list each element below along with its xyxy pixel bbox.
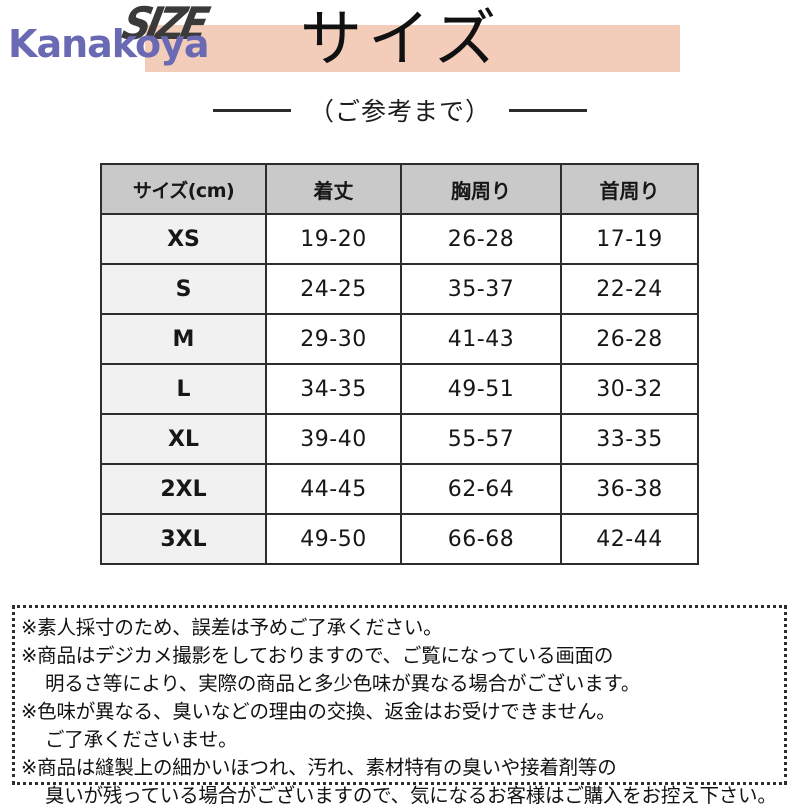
- column-header-chest: 胸周り: [400, 163, 562, 215]
- page-header: SIZE Kanakoya サイズ （ご参考まで）: [0, 0, 800, 135]
- length-cell: 49-50: [265, 513, 402, 565]
- note-line: ※商品はデジカメ撮影をしておりますので、ご覧になっている画面の: [21, 644, 614, 667]
- subtitle-text: （ご参考まで）: [308, 97, 491, 126]
- chest-cell: 26-28: [400, 213, 562, 265]
- neck-cell: 30-32: [560, 363, 699, 415]
- size-cell: L: [100, 363, 267, 415]
- neck-cell: 22-24: [560, 263, 699, 315]
- size-cell: M: [100, 313, 267, 365]
- note-line: ご了承くださいませ。: [45, 728, 238, 751]
- note-line: 臭いが残っている場合がございますので、気になるお客様はご購入をお控え下さい。: [45, 784, 777, 807]
- size-cell: S: [100, 263, 267, 315]
- size-cell: XL: [100, 413, 267, 465]
- size-table-container: サイズ(cm) 着丈 胸周り 首周り XS 19-20 26-28 17-19 S 24-…: [100, 163, 699, 565]
- length-cell: 34-35: [265, 363, 402, 415]
- size-table-body: XS 19-20 26-28 17-19 S 24-25 35-37 22-24 M 29-30 4…: [100, 213, 699, 565]
- table-row: 3XL 49-50 66-68 42-44: [100, 513, 699, 565]
- length-cell: 44-45: [265, 463, 402, 515]
- table-row: M 29-30 41-43 26-28: [100, 313, 699, 365]
- note-line: 明るさ等により、実際の商品と多少色味が異なる場合がございます。: [45, 672, 641, 695]
- note-line: ※商品は縫製上の細かいほつれ、汚れ、素材特有の臭いや接着剤等の: [21, 756, 617, 779]
- note-line: ※色味が異なる、臭いなどの理由の交換、返金はお受けできません。: [21, 700, 616, 723]
- table-row: XS 19-20 26-28 17-19: [100, 213, 699, 265]
- chest-cell: 62-64: [400, 463, 562, 515]
- table-row: XL 39-40 55-57 33-35: [100, 413, 699, 465]
- note-line: ※素人採寸のため、誤差は予めご了承ください。: [21, 616, 443, 639]
- neck-cell: 33-35: [560, 413, 699, 465]
- chest-cell: 66-68: [400, 513, 562, 565]
- neck-cell: 17-19: [560, 213, 699, 265]
- chest-cell: 35-37: [400, 263, 562, 315]
- divider-rule-right: [509, 108, 587, 112]
- table-row: L 34-35 49-51 30-32: [100, 363, 699, 415]
- chest-cell: 55-57: [400, 413, 562, 465]
- size-cell: 3XL: [100, 513, 267, 565]
- chest-cell: 41-43: [400, 313, 562, 365]
- size-chart-table: サイズ(cm) 着丈 胸周り 首周り XS 19-20 26-28 17-19 S 24-…: [100, 163, 699, 565]
- divider-rule-left: [212, 108, 291, 112]
- title-highlight-bar: [145, 25, 680, 72]
- neck-cell: 42-44: [560, 513, 699, 565]
- size-cell: XS: [100, 213, 267, 265]
- length-cell: 19-20: [265, 213, 402, 265]
- shop-watermark: Kanakoya: [8, 22, 210, 66]
- column-header-length: 着丈: [265, 163, 402, 215]
- size-cell: 2XL: [100, 463, 267, 515]
- subtitle-row: （ご参考まで）: [0, 92, 800, 128]
- length-cell: 39-40: [265, 413, 402, 465]
- page-title: サイズ: [300, 2, 503, 75]
- table-row: 2XL 44-45 62-64 36-38: [100, 463, 699, 515]
- neck-cell: 26-28: [560, 313, 699, 365]
- table-row: S 24-25 35-37 22-24: [100, 263, 699, 315]
- length-cell: 29-30: [265, 313, 402, 365]
- column-header-neck: 首周り: [560, 163, 699, 215]
- table-header-row: サイズ(cm) 着丈 胸周り 首周り: [100, 163, 699, 215]
- notes-box: ※素人採寸のため、誤差は予めご了承ください。 ※商品はデジカメ撮影をしておりますの…: [12, 605, 787, 807]
- chest-cell: 49-51: [400, 363, 562, 415]
- column-header-size: サイズ(cm): [100, 163, 267, 215]
- length-cell: 24-25: [265, 263, 402, 315]
- neck-cell: 36-38: [560, 463, 699, 515]
